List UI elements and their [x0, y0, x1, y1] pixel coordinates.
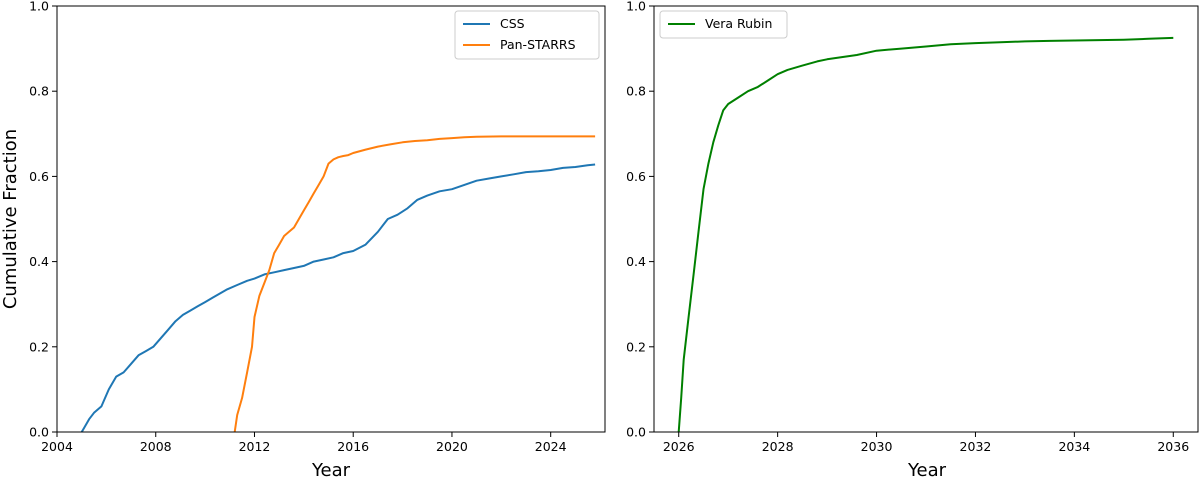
right-x-tick-label: 2026 — [663, 439, 695, 454]
right-plot-frame — [653, 5, 1199, 433]
right-x-tick-label: 2036 — [1157, 439, 1189, 454]
legend-label-css: CSS — [500, 16, 525, 31]
left-legend: CSS Pan-STARRS — [454, 10, 600, 60]
right-legend-box — [659, 10, 788, 39]
right-panel: 2026 2028 2030 2032 2034 2036 0.0 0.2 0.4 0.6 0.8 1… — [626, 0, 1199, 477]
right-legend: Vera Rubin — [659, 10, 788, 39]
series-line-pan-starrs — [233, 135, 596, 433]
left-y-axis-title: Cumulative Fraction — [0, 129, 21, 309]
right-x-tick-label: 2034 — [1058, 439, 1090, 454]
legend-label-pan-starrs: Pan-STARRS — [500, 37, 576, 52]
right-x-tick-label: 2030 — [861, 439, 893, 454]
left-y-tick-label: 0.2 — [29, 339, 49, 354]
left-x-tick-label: 2024 — [535, 439, 567, 454]
left-y-tick-label: 0.6 — [29, 169, 49, 184]
left-x-tick-label: 2008 — [140, 439, 172, 454]
right-y-tick-label: 0.6 — [626, 169, 646, 184]
left-panel: 2004 2008 2012 2016 2020 2024 0.0 0.2 0.4 0.6 0.8 1… — [0, 0, 606, 477]
right-x-tick-label: 2032 — [960, 439, 992, 454]
series-line-vera-rubin — [677, 36, 1174, 433]
left-x-tick-label: 2012 — [239, 439, 271, 454]
left-y-tick-label: 0.8 — [29, 84, 49, 99]
right-y-tick-label: 1.0 — [626, 0, 646, 14]
left-y-tick-label: 0.4 — [29, 254, 49, 269]
left-legend-box — [454, 10, 600, 60]
right-series-layer — [677, 36, 1174, 433]
left-x-tick-label: 2016 — [337, 439, 369, 454]
right-y-tick-label: 0.2 — [626, 339, 646, 354]
right-x-tick-label: 2028 — [762, 439, 794, 454]
left-y-tick-label: 0.0 — [29, 425, 49, 440]
left-x-tick-label: 2020 — [436, 439, 468, 454]
right-y-tick-label: 0.8 — [626, 84, 646, 99]
legend-label-vera-rubin: Vera Rubin — [705, 16, 772, 31]
right-x-axis-title: Year — [907, 460, 947, 477]
left-plot-frame — [56, 5, 606, 433]
left-y-tick-label: 1.0 — [29, 0, 49, 14]
left-x-axis-title: Year — [311, 460, 351, 477]
right-ticks: 2026 2028 2030 2032 2034 2036 0.0 0.2 0.4 0.6 0.8 1… — [626, 0, 1189, 454]
series-line-css — [80, 163, 596, 433]
left-ticks: 2004 2008 2012 2016 2020 2024 0.0 0.2 0.4 0.6 0.8 1… — [29, 0, 567, 454]
left-series-layer — [80, 135, 596, 433]
left-x-tick-label: 2004 — [41, 439, 73, 454]
right-y-tick-label: 0.0 — [626, 425, 646, 440]
right-y-tick-label: 0.4 — [626, 254, 646, 269]
